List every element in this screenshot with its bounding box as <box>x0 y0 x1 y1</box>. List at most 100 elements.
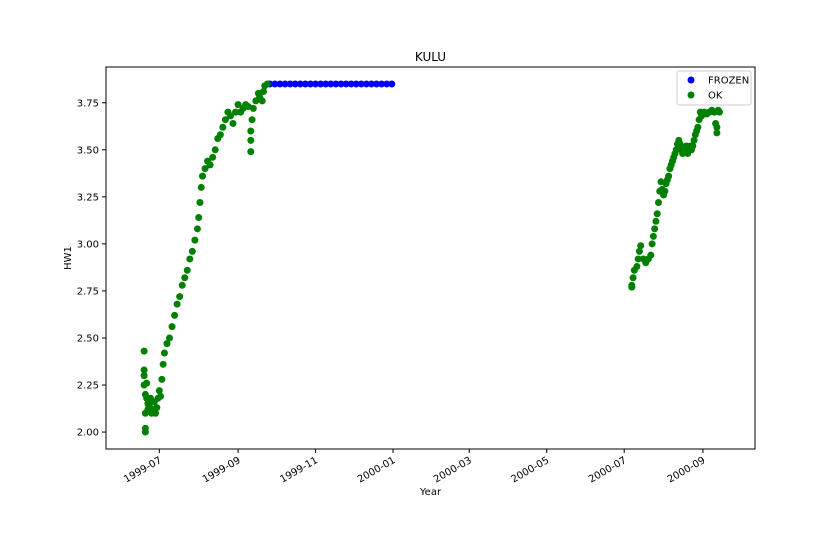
point-ok <box>628 281 636 289</box>
point-ok <box>173 300 181 308</box>
y-axis: 2.00 2.25 2.50 2.75 3.00 3.25 3.50 3.75 <box>77 98 106 439</box>
point-ok <box>163 340 171 348</box>
point-ok <box>155 387 163 395</box>
point-ok <box>186 255 194 263</box>
point-ok <box>247 136 255 144</box>
point-ok <box>654 198 662 206</box>
legend-label-frozen: FROZEN <box>708 76 749 87</box>
legend-marker-frozen <box>687 76 695 84</box>
point-ok <box>195 214 203 222</box>
point-ok <box>232 108 240 116</box>
point-ok <box>713 129 721 137</box>
point-ok <box>694 123 702 131</box>
point-frozen <box>367 80 375 88</box>
axes-frame <box>105 66 756 450</box>
point-frozen <box>317 80 325 88</box>
point-ok <box>197 183 205 191</box>
point-ok <box>649 232 657 240</box>
point-frozen <box>342 80 350 88</box>
point-ok <box>672 146 680 154</box>
point-ok <box>633 262 641 270</box>
point-ok <box>140 347 148 355</box>
point-ok <box>234 101 242 109</box>
point-frozen <box>296 80 304 88</box>
point-ok <box>648 240 656 248</box>
point-ok <box>676 140 684 148</box>
point-frozen <box>378 80 386 88</box>
point-ok <box>690 136 698 144</box>
point-ok <box>635 247 643 255</box>
point-ok <box>629 274 637 282</box>
point-ok <box>651 225 659 233</box>
y-tick-label: 2.25 <box>77 381 99 392</box>
point-ok <box>713 123 721 131</box>
point-ok <box>229 119 237 127</box>
point-ok <box>247 148 255 156</box>
point-frozen <box>383 80 391 88</box>
point-frozen <box>271 80 279 88</box>
point-frozen <box>322 80 330 88</box>
point-frozen <box>327 80 335 88</box>
point-ok <box>183 266 191 274</box>
point-ok <box>689 142 697 150</box>
point-ok <box>191 236 199 244</box>
point-ok <box>159 360 167 368</box>
point-ok <box>152 409 160 417</box>
y-tick-label: 3.00 <box>77 239 99 250</box>
y-axis-label: HW1 <box>63 246 74 270</box>
point-ok <box>166 334 173 342</box>
point-ok <box>637 242 645 250</box>
point-ok <box>247 127 255 135</box>
point-ok <box>263 80 271 88</box>
point-ok <box>665 172 673 180</box>
point-frozen <box>352 80 360 88</box>
point-ok <box>143 379 151 387</box>
point-frozen <box>312 80 320 88</box>
point-frozen <box>388 80 396 88</box>
point-frozen <box>337 80 345 88</box>
point-frozen <box>357 80 365 88</box>
point-frozen <box>276 80 284 88</box>
point-ok <box>140 366 148 374</box>
point-ok <box>216 131 224 139</box>
point-ok <box>193 225 201 233</box>
legend-marker-ok <box>687 91 695 99</box>
point-ok <box>199 172 207 180</box>
point-ok <box>178 281 186 289</box>
point-ok <box>160 349 168 357</box>
legend-label-ok: OK <box>708 91 723 102</box>
y-tick-label: 3.75 <box>77 98 99 109</box>
point-ok <box>258 97 266 105</box>
point-frozen <box>362 80 370 88</box>
point-ok <box>153 404 161 412</box>
point-ok <box>221 116 229 124</box>
point-ok <box>181 274 189 282</box>
point-frozen <box>281 80 289 88</box>
point-frozen <box>306 80 314 88</box>
point-ok <box>158 375 166 383</box>
point-frozen <box>291 80 299 88</box>
x-axis-label: Year <box>419 487 442 498</box>
y-tick-label: 2.00 <box>77 428 99 439</box>
point-frozen <box>347 80 355 88</box>
y-tick-label: 2.75 <box>77 286 99 297</box>
point-ok <box>661 187 669 195</box>
point-ok <box>206 161 214 169</box>
series-frozen <box>266 80 396 88</box>
point-ok <box>249 104 257 112</box>
point-ok <box>634 255 642 263</box>
point-ok <box>209 153 217 161</box>
point-ok <box>141 428 149 436</box>
point-ok <box>196 198 204 206</box>
legend: FROZEN OK <box>676 70 752 106</box>
point-ok <box>259 87 267 95</box>
point-ok <box>176 293 184 301</box>
plot-area <box>140 80 723 436</box>
point-ok <box>211 146 219 154</box>
y-tick-label: 3.25 <box>77 192 99 203</box>
point-ok <box>201 165 209 173</box>
point-ok <box>157 392 165 400</box>
chart-title: KULU <box>415 50 446 64</box>
point-frozen <box>286 80 294 88</box>
